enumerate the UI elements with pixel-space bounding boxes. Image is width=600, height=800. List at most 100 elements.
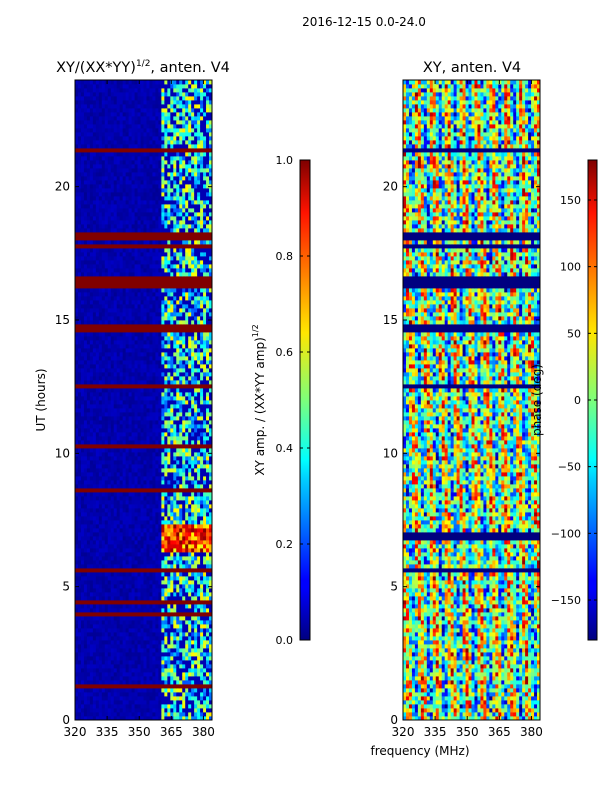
coherence-heatmap-cell [176,524,179,528]
coherence-heatmap-cell [90,352,93,356]
coherence-heatmap-cell [155,408,158,412]
coherence-heatmap-cell [126,672,129,676]
coherence-heatmap-cell [75,464,78,468]
coherence-heatmap-cell [152,616,155,620]
coherence-heatmap-cell [149,432,152,436]
coherence-heatmap-cell [84,584,87,588]
coherence-heatmap-cell [155,696,158,700]
coherence-heatmap-cell [200,412,203,416]
coherence-heatmap-cell [158,412,161,416]
coherence-heatmap-cell [155,632,158,636]
coherence-heatmap-cell [126,380,129,384]
coherence-heatmap-cell [197,652,200,656]
coherence-heatmap-cell [141,372,144,376]
coherence-heatmap-cell [179,652,182,656]
coherence-heatmap-cell [84,496,87,500]
coherence-heatmap-cell [185,664,188,668]
coherence-heatmap-cell [194,580,197,584]
coherence-heatmap-cell [87,376,90,380]
coherence-heatmap-cell [105,600,108,604]
coherence-heatmap-cell [81,524,84,528]
coherence-heatmap-cell [155,468,158,472]
coherence-heatmap-cell [185,336,188,340]
coherence-heatmap-cell [170,468,173,472]
coherence-heatmap-cell [87,528,90,532]
coherence-heatmap-cell [93,508,96,512]
coherence-heatmap-cell [99,672,102,676]
coherence-heatmap-cell [164,404,167,408]
coherence-heatmap-cell [123,292,126,296]
coherence-heatmap-cell [203,480,206,484]
coherence-heatmap-cell [99,560,102,564]
coherence-heatmap-cell [200,292,203,296]
coherence-heatmap-cell [161,692,164,696]
coherence-heatmap-cell [90,592,93,596]
coherence-heatmap-cell [152,544,155,548]
coherence-heatmap-cell [84,376,87,380]
coherence-heatmap-cell [144,376,147,380]
coherence-heatmap-cell [123,304,126,308]
coherence-heatmap-cell [200,648,203,652]
coherence-heatmap-cell [114,596,117,600]
coherence-heatmap-cell [206,660,209,664]
coherence-heatmap-cell [158,620,161,624]
coherence-heatmap-cell [185,360,188,364]
coherence-heatmap-cell [138,516,141,520]
coherence-heatmap-cell [126,588,129,592]
coherence-heatmap-cell [164,632,167,636]
coherence-heatmap-cell [129,564,132,568]
coherence-heatmap-cell [81,704,84,708]
coherence-heatmap-cell [185,652,188,656]
coherence-heatmap-cell [105,320,108,324]
coherence-heatmap-cell [93,568,96,572]
coherence-heatmap-cell [197,624,200,628]
coherence-heatmap-cell [114,292,117,296]
coherence-heatmap-cell [99,456,102,460]
coherence-heatmap-cell [81,480,84,484]
coherence-heatmap-cell [176,532,179,536]
coherence-heatmap-cell [87,540,90,544]
coherence-heatmap-cell [75,680,78,684]
coherence-heatmap-cell [126,644,129,648]
coherence-heatmap-cell [206,696,209,700]
coherence-heatmap-cell [194,364,197,368]
coherence-heatmap-cell [132,348,135,352]
coherence-heatmap-cell [75,400,78,404]
coherence-heatmap-cell [188,464,191,468]
coherence-heatmap-cell [84,616,87,620]
coherence-heatmap-cell [191,600,194,604]
coherence-heatmap-cell [111,400,114,404]
coherence-heatmap-cell [108,332,111,336]
coherence-heatmap-cell [78,520,81,524]
coherence-heatmap-cell [96,288,99,292]
coherence-heatmap-cell [90,304,93,308]
coherence-heatmap-cell [75,284,78,288]
coherence-heatmap-cell [114,356,117,360]
coherence-heatmap-cell [182,676,185,680]
coherence-heatmap-cell [141,380,144,384]
coherence-heatmap-cell [167,600,170,604]
coherence-heatmap-cell [185,660,188,664]
coherence-heatmap-cell [84,596,87,600]
coherence-heatmap-cell [114,604,117,608]
coherence-heatmap-cell [182,460,185,464]
coherence-heatmap-cell [81,488,84,492]
coherence-heatmap-cell [129,392,132,396]
coherence-heatmap-cell [167,376,170,380]
coherence-heatmap-cell [81,392,84,396]
coherence-heatmap-cell [117,328,120,332]
coherence-heatmap-cell [185,688,188,692]
coherence-heatmap-cell [176,396,179,400]
coherence-heatmap-cell [170,676,173,680]
coherence-heatmap-cell [191,460,194,464]
coherence-heatmap-cell [200,608,203,612]
coherence-heatmap-cell [191,364,194,368]
coherence-heatmap-cell [99,324,102,328]
coherence-heatmap-cell [81,308,84,312]
coherence-heatmap-cell [206,332,209,336]
coherence-heatmap-cell [90,320,93,324]
coherence-heatmap-cell [144,408,147,412]
coherence-heatmap-cell [200,288,203,292]
coherence-heatmap-cell [132,328,135,332]
coherence-heatmap-cell [87,624,90,628]
